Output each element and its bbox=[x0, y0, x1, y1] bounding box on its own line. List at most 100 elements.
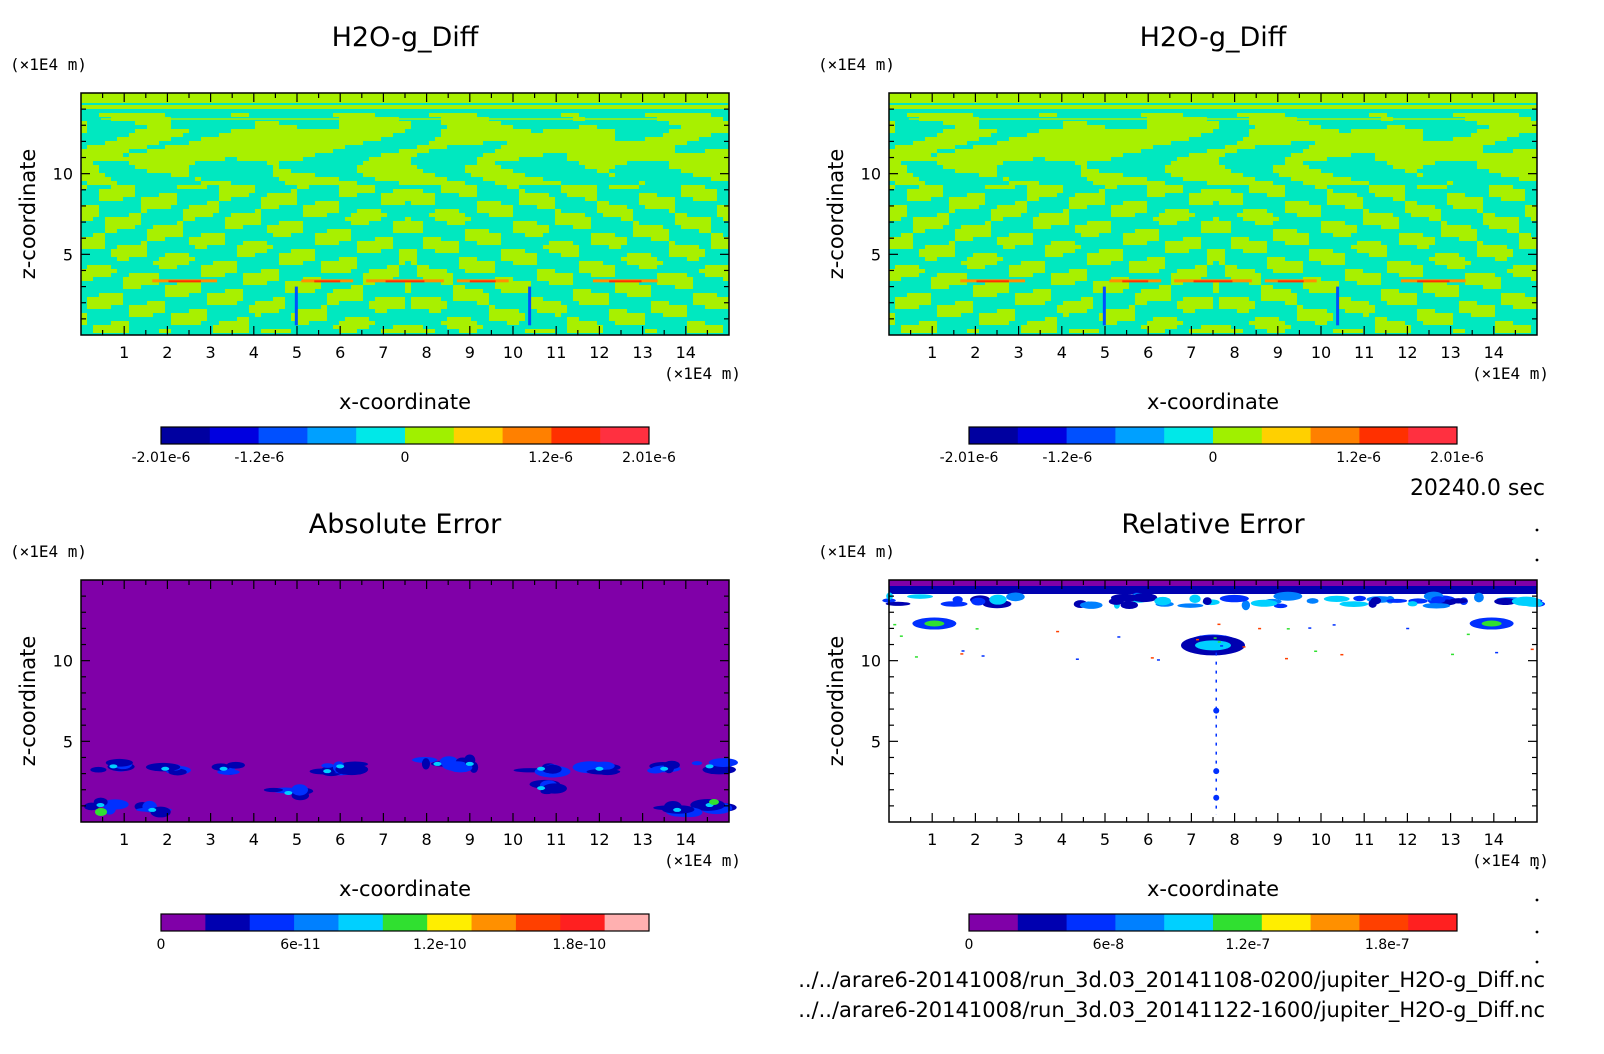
x-tick-label: 4 bbox=[1057, 830, 1067, 849]
colorbar-tick-label: 2.01e-6 bbox=[622, 450, 676, 466]
colorbar-tick-label: 1.2e-6 bbox=[1336, 450, 1381, 466]
x-tick-label: 10 bbox=[503, 343, 523, 362]
y-tick-label: 10 bbox=[861, 652, 881, 671]
file-path-1: ../../arare6-20141008/run_3d.03_20141108… bbox=[798, 968, 1545, 993]
colorbar-swatch bbox=[205, 914, 251, 931]
colorbar-swatch bbox=[1310, 914, 1360, 931]
y-tick-label: 5 bbox=[871, 732, 881, 751]
colorbar-tick-label: -2.01e-6 bbox=[940, 450, 999, 466]
x-axis-unit: (×1E4 m) bbox=[664, 851, 741, 870]
colorbar-swatch bbox=[1408, 427, 1458, 444]
colorbar-swatch bbox=[1359, 914, 1409, 931]
chart-title: Relative Error bbox=[1121, 509, 1305, 540]
x-tick-label: 11 bbox=[1354, 343, 1374, 362]
x-tick-label: 10 bbox=[1311, 343, 1331, 362]
colorbar-swatch bbox=[1164, 427, 1214, 444]
colorbar-tick-label: 0 bbox=[965, 937, 974, 953]
x-tick-label: 4 bbox=[249, 830, 259, 849]
colorbar-swatch bbox=[1261, 914, 1312, 931]
colorbar: 0 6e-11 1.2e-10 1.8e-10 bbox=[157, 913, 650, 953]
colorbar-tick-label: 1.8e-10 bbox=[552, 937, 606, 953]
colorbar-swatch bbox=[551, 427, 601, 444]
colorbar-swatch bbox=[427, 914, 473, 931]
x-tick-label: 2 bbox=[970, 830, 980, 849]
x-tick-label: 13 bbox=[632, 343, 652, 362]
x-tick-label: 1 bbox=[119, 830, 129, 849]
x-tick-label: 13 bbox=[632, 830, 652, 849]
x-axis-label: x-coordinate bbox=[1147, 877, 1279, 901]
colorbar-swatch bbox=[209, 427, 260, 444]
colorbar-swatch bbox=[453, 427, 504, 444]
y-tick-label: 5 bbox=[63, 245, 73, 264]
colorbar-tick-label: -2.01e-6 bbox=[132, 450, 191, 466]
x-tick-label: 4 bbox=[249, 343, 259, 362]
chart-panel-4: Relative Error(×1E4 m)(×1E4 m)1 2 3 4 5 6 7 8 9 1… bbox=[818, 509, 1549, 953]
colorbar-tick-label: 1.2e-7 bbox=[1225, 937, 1270, 953]
colorbar-swatch bbox=[249, 914, 295, 931]
x-tick-label: 7 bbox=[1186, 830, 1196, 849]
y-axis-label: z-coordinate bbox=[16, 149, 40, 280]
x-tick-label: 5 bbox=[292, 830, 302, 849]
x-tick-label: 8 bbox=[1230, 343, 1240, 362]
colorbar-swatch bbox=[560, 914, 606, 931]
colorbar-swatch bbox=[1213, 914, 1263, 931]
colorbar-swatch bbox=[161, 427, 211, 444]
colorbar-tick-label: 6e-8 bbox=[1093, 937, 1124, 953]
y-tick-label: 5 bbox=[63, 732, 73, 751]
y-axis-unit: (×1E4 m) bbox=[818, 542, 895, 561]
x-axis-unit: (×1E4 m) bbox=[664, 364, 741, 383]
x-tick-label: 6 bbox=[1143, 830, 1153, 849]
x-tick-label: 12 bbox=[589, 343, 609, 362]
chart-title: Absolute Error bbox=[309, 509, 502, 540]
x-tick-label: 6 bbox=[1143, 343, 1153, 362]
colorbar: -2.01e-6 -1.2e-6 0 1.2e-6 2.01e-6 bbox=[940, 426, 1484, 466]
x-tick-label: 11 bbox=[546, 343, 566, 362]
x-tick-label: 7 bbox=[378, 830, 388, 849]
colorbar-swatch bbox=[1310, 427, 1360, 444]
x-tick-label: 9 bbox=[1273, 343, 1283, 362]
colorbar-swatch bbox=[294, 914, 339, 931]
x-tick-label: 2 bbox=[970, 343, 980, 362]
x-tick-label: 14 bbox=[1484, 830, 1504, 849]
colorbar-swatch bbox=[1066, 914, 1116, 931]
colorbar-swatch bbox=[405, 427, 455, 444]
colorbar-swatch bbox=[1115, 914, 1165, 931]
chart-title: H2O-g_Diff bbox=[1140, 22, 1288, 53]
x-tick-label: 8 bbox=[422, 830, 432, 849]
x-tick-label: 9 bbox=[465, 343, 475, 362]
plot-field bbox=[882, 580, 1546, 822]
colorbar-tick-label: -1.2e-6 bbox=[234, 450, 284, 466]
colorbar-swatch bbox=[1115, 427, 1165, 444]
x-tick-label: 12 bbox=[1397, 830, 1417, 849]
colorbar-swatch bbox=[1164, 914, 1214, 931]
colorbar-tick-label: 2.01e-6 bbox=[1430, 450, 1484, 466]
colorbar-swatch bbox=[600, 427, 650, 444]
y-tick-label: 10 bbox=[53, 652, 73, 671]
colorbar-swatch bbox=[1017, 427, 1068, 444]
colorbar-tick-label: 1.8e-7 bbox=[1365, 937, 1410, 953]
colorbar-swatch bbox=[471, 914, 517, 931]
y-tick-label: 10 bbox=[53, 165, 73, 184]
colorbar-swatch bbox=[604, 914, 650, 931]
x-tick-label: 12 bbox=[589, 830, 609, 849]
colorbar-swatch bbox=[502, 427, 552, 444]
y-axis-unit: (×1E4 m) bbox=[10, 542, 87, 561]
x-axis-label: x-coordinate bbox=[339, 877, 471, 901]
y-axis-unit: (×1E4 m) bbox=[818, 55, 895, 74]
x-tick-label: 3 bbox=[1014, 343, 1024, 362]
chart-panel-3: Absolute Error(×1E4 m)(×1E4 m)1 2 3 4 5 6 7 8 9 1… bbox=[10, 509, 741, 953]
colorbar: 0 6e-8 1.2e-7 1.8e-7 bbox=[965, 913, 1458, 953]
colorbar-swatch bbox=[258, 427, 308, 444]
plot-field bbox=[81, 93, 729, 335]
colorbar-swatch bbox=[1213, 427, 1263, 444]
y-axis-unit: (×1E4 m) bbox=[10, 55, 87, 74]
x-tick-label: 14 bbox=[676, 343, 696, 362]
x-tick-label: 5 bbox=[1100, 830, 1110, 849]
colorbar-swatch bbox=[356, 427, 406, 444]
colorbar-swatch bbox=[969, 914, 1019, 931]
colorbar-tick-label: 6e-11 bbox=[280, 937, 320, 953]
x-tick-label: 5 bbox=[1100, 343, 1110, 362]
margin-dots bbox=[1535, 528, 1539, 964]
chart-title: H2O-g_Diff bbox=[332, 22, 480, 53]
